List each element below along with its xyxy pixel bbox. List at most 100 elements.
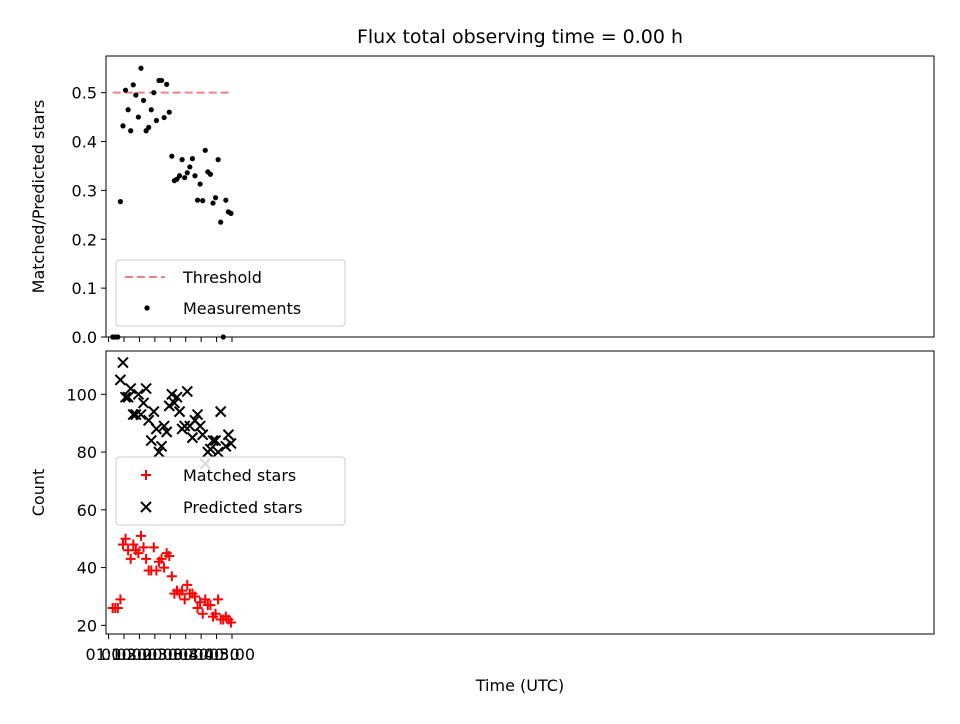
data-point (133, 548, 144, 559)
data-point (146, 124, 152, 130)
data-point (195, 597, 206, 608)
data-point (179, 157, 185, 163)
data-point (228, 210, 234, 216)
x-axis-label: Time (UTC) (475, 676, 564, 695)
data-point (164, 81, 170, 87)
data-point (122, 391, 134, 403)
data-point (150, 423, 163, 435)
data-point (200, 594, 211, 605)
data-point (187, 164, 193, 170)
x-tick-label: 04:00 (178, 645, 224, 664)
data-point (128, 539, 139, 550)
legend-label-threshold: Threshold (182, 268, 262, 287)
data-point (204, 443, 217, 455)
data-point (133, 92, 139, 98)
legend-box (115, 259, 346, 327)
data-point (164, 551, 175, 562)
data-point (125, 107, 131, 113)
legend-label-predicted: Predicted stars (183, 498, 303, 517)
x-tick-label: 02:30 (132, 645, 178, 664)
data-point (179, 594, 190, 605)
data-point (153, 446, 165, 458)
data-point (141, 553, 152, 564)
data-point (156, 553, 167, 564)
x-tick-label: 01:00 (86, 645, 132, 664)
data-point (153, 117, 159, 124)
data-point (213, 594, 224, 605)
legend-box (115, 456, 346, 526)
data-point (177, 585, 188, 596)
bottom-panel: 20 40 60 80 100 01:0001:3002:0002:3003:0003:3… (29, 350, 935, 695)
chart-title: Flux total observing time = 0.00 h (357, 26, 683, 48)
x-tick-label: 05:00 (209, 645, 255, 664)
data-point (168, 397, 181, 409)
data-point (117, 539, 128, 550)
data-point (130, 82, 136, 88)
data-point (218, 219, 224, 225)
data-point (148, 405, 160, 418)
y-tick-label: 40 (77, 559, 97, 578)
data-point (158, 420, 170, 432)
data-point (158, 77, 165, 84)
data-point (207, 434, 219, 447)
data-point (140, 97, 147, 104)
data-point (119, 391, 132, 403)
axes-frame (105, 350, 935, 635)
series-predicted-stars (114, 356, 237, 470)
data-point (125, 553, 136, 564)
data-point (166, 571, 177, 582)
series-matched-stars (107, 530, 236, 628)
data-point (151, 90, 157, 96)
y-tick-label: 20 (77, 616, 97, 635)
data-point (212, 195, 219, 201)
top-panel: 0.0 0.1 0.2 0.3 0.4 0.5 Matched/Predicted star… (29, 26, 935, 347)
data-point (148, 107, 154, 113)
y-tick-label: 0.0 (72, 328, 97, 347)
legend-predicted-swatch (140, 501, 152, 513)
legend-matched-swatch (141, 470, 151, 480)
data-point (120, 533, 131, 544)
y-axis-label: Count (29, 469, 48, 517)
data-point (196, 429, 209, 441)
data-point (120, 123, 126, 129)
data-point (160, 426, 173, 438)
data-point (151, 565, 162, 576)
data-point (225, 617, 236, 628)
data-point (205, 600, 216, 611)
data-point (122, 87, 129, 93)
axes-frame (105, 55, 935, 338)
y-tick-label: 0.4 (72, 133, 97, 152)
data-point (197, 608, 208, 619)
data-point (115, 334, 121, 340)
data-point (138, 65, 144, 71)
data-point (169, 153, 175, 159)
x-tick-label: 03:30 (163, 645, 209, 664)
data-point (148, 542, 159, 553)
data-point (222, 429, 235, 441)
data-point (124, 382, 137, 395)
data-point (137, 397, 150, 409)
legend-label-measurements: Measurements (183, 299, 301, 318)
data-point (191, 408, 204, 421)
y-tick-label: 60 (77, 501, 97, 520)
data-point (117, 356, 129, 369)
data-point (189, 156, 195, 162)
x-tick-label: 01:30 (101, 645, 147, 664)
legend-measurements-swatch (144, 305, 150, 311)
data-point (197, 181, 203, 187)
data-point (176, 173, 183, 179)
data-point (173, 405, 186, 418)
data-point (200, 198, 206, 204)
data-point (132, 388, 145, 401)
y-tick-label: 0.2 (72, 230, 97, 249)
data-point (225, 437, 237, 450)
data-point (194, 197, 201, 203)
data-point (214, 405, 227, 418)
y-tick-label: 0.1 (72, 279, 97, 298)
x-tick-label: 03:00 (147, 645, 193, 664)
data-point (215, 157, 221, 163)
data-point (210, 608, 221, 619)
data-point (155, 440, 168, 453)
